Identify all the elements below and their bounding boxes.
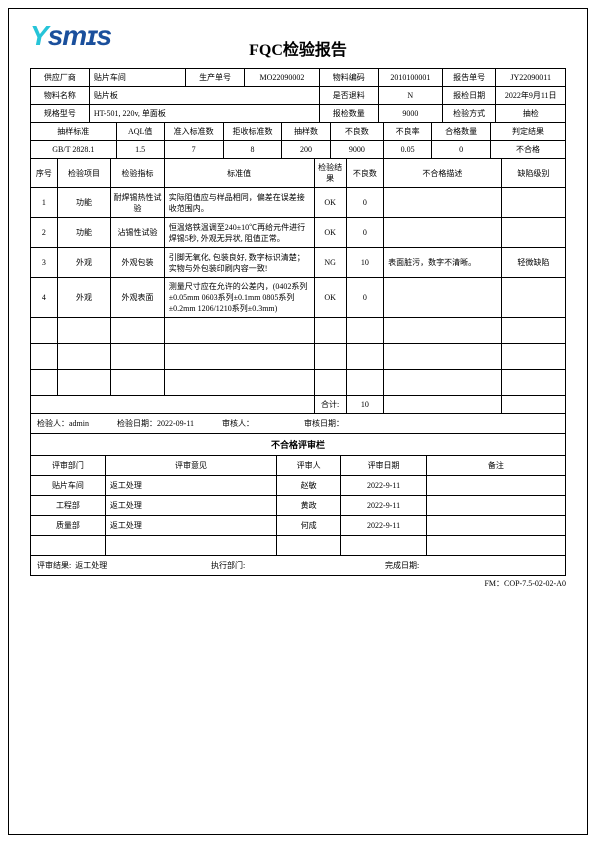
lbl-prodno: 生产单号 [186, 69, 245, 87]
val-matcode: 2010100001 [378, 69, 442, 87]
val-spec: HT-501, 220v, 单面板 [89, 105, 319, 123]
val-rej: 8 [223, 141, 282, 159]
lbl-result: 判定结果 [491, 123, 566, 141]
lbl-defectn: 不良数 [330, 123, 384, 141]
lbl-isreturn: 是否退料 [319, 87, 378, 105]
val-aql: 1.5 [116, 141, 164, 159]
val-result: 不合格 [491, 141, 566, 159]
lbl-matcode: 物料编码 [319, 69, 378, 87]
lbl-rptno: 报告单号 [442, 69, 496, 87]
table-row: 工程部返工处理黄政2022-9-11 [31, 496, 566, 516]
val-std: GB/T 2828.1 [31, 141, 117, 159]
final-row: 评审结果: 返工处理 执行部门: 完成日期: [30, 556, 566, 576]
lbl-supplier: 供应厂商 [31, 69, 90, 87]
review-table: 评审部门 评审意见 评审人 评审日期 备注 贴片车间返工处理赵敏2022-9-1… [30, 455, 566, 556]
lbl-matname: 物料名称 [31, 87, 90, 105]
signature-row: 检验人：admin 检验日期：2022-09-11 审核人： 审核日期： [30, 414, 566, 434]
lbl-acc: 准入标准数 [164, 123, 223, 141]
val-matname: 贴片板 [89, 87, 319, 105]
table-row: 2功能沾锡性试验恒温烙铁温调至240±10℃再给元件进行焊锡5秒, 外观无异状,… [31, 218, 566, 248]
val-chkmethod: 抽检 [496, 105, 566, 123]
table-row: 质量部返工处理何成2022-9-11 [31, 516, 566, 536]
table-row [31, 344, 566, 370]
lbl-defectr: 不良率 [384, 123, 432, 141]
items-header: 序号 检验项目 检验指标 标准值 检验结果 不良数 不合格描述 缺陷级别 [31, 159, 566, 188]
val-isreturn: N [378, 87, 442, 105]
sampling-table: 抽样标准 AQL值 准入标准数 拒收标准数 抽样数 不良数 不良率 合格数量 判… [30, 122, 566, 159]
table-row: 1功能耐焊锡热性试验实际阻值应与样品相同，偏差在误差接收范围内。OK0 [31, 188, 566, 218]
lbl-chkdate: 报检日期 [442, 87, 496, 105]
lbl-spec: 规格型号 [31, 105, 90, 123]
form-number: FM：COP-7.5-02-02-A0 [30, 578, 566, 589]
val-okqty: 0 [432, 141, 491, 159]
lbl-chkmethod: 检验方式 [442, 105, 496, 123]
header-table: 供应厂商 贴片车间 生产单号 MO22090002 物料编码 201010000… [30, 68, 566, 123]
review-title: 不合格评审栏 [30, 434, 566, 456]
table-row: 3外观外观包装引脚无氧化, 包装良好, 数字标识清楚；实物与外包装印刷内容一致!… [31, 248, 566, 278]
lbl-aql: AQL值 [116, 123, 164, 141]
lbl-rej: 拒收标准数 [223, 123, 282, 141]
review-header: 评审部门 评审意见 评审人 评审日期 备注 [31, 456, 566, 476]
items-table: 序号 检验项目 检验指标 标准值 检验结果 不良数 不合格描述 缺陷级别 1功能… [30, 158, 566, 414]
val-defectr: 0.05 [384, 141, 432, 159]
val-samplen: 200 [282, 141, 330, 159]
total-row: 合计: 10 [31, 396, 566, 414]
lbl-samplen: 抽样数 [282, 123, 330, 141]
table-row [31, 318, 566, 344]
val-chkdate: 2022年9月11日 [496, 87, 566, 105]
lbl-std: 抽样标准 [31, 123, 117, 141]
val-acc: 7 [164, 141, 223, 159]
lbl-okqty: 合格数量 [432, 123, 491, 141]
val-supplier: 贴片车间 [89, 69, 185, 87]
table-row: 贴片车间返工处理赵敏2022-9-11 [31, 476, 566, 496]
val-rptno: JY22090011 [496, 69, 566, 87]
val-defectn: 9000 [330, 141, 384, 159]
val-chkqty: 9000 [378, 105, 442, 123]
table-row [31, 536, 566, 556]
lbl-chkqty: 报检数量 [319, 105, 378, 123]
table-row: 4外观外观表面测量尺寸应在允许的公差内，(0402系列±0.05mm 0603系… [31, 278, 566, 318]
val-prodno: MO22090002 [244, 69, 319, 87]
table-row [31, 370, 566, 396]
